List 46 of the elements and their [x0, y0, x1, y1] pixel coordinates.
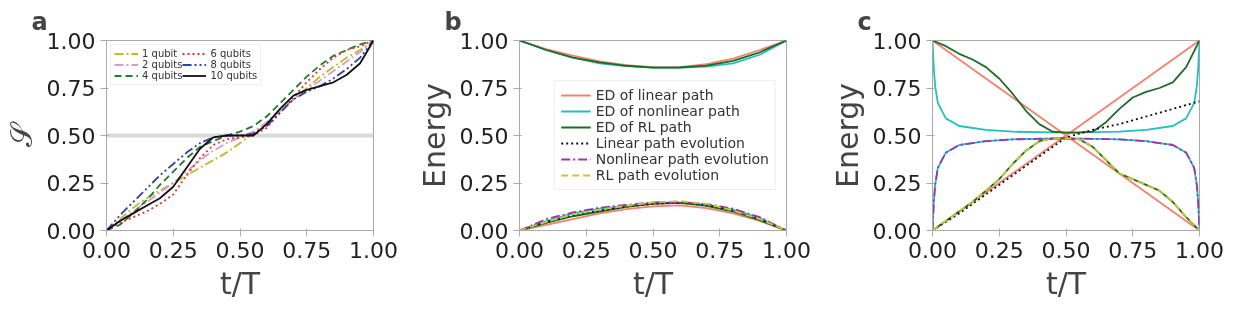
line-series	[932, 40, 1200, 134]
y-tick-label: 0.25	[46, 171, 96, 196]
y-tick-label: 0.50	[872, 123, 922, 149]
legend-label: Nonlinear path evolution	[595, 151, 769, 167]
chart-title: c	[857, 7, 872, 36]
x-tick-label: 0.75	[1108, 237, 1158, 263]
x-tick-label: 0.25	[561, 237, 611, 263]
x-tick-label: 0.50	[628, 237, 678, 263]
y-axis-title: Energy	[829, 82, 865, 189]
x-tick-label: 1.00	[762, 237, 811, 263]
y-tick-label: 0.75	[872, 76, 922, 101]
y-tick-label: 0.75	[459, 76, 509, 101]
y-axis-title: Energy	[416, 82, 452, 189]
y-tick-label: 1.00	[46, 28, 96, 54]
legend-label: 10 qubits	[210, 70, 258, 81]
legend-label: 1 qubit	[142, 48, 178, 59]
y-tick-label: 0.50	[459, 123, 509, 149]
legend-label: RL path evolution	[595, 167, 720, 183]
legend-label: 4 qubits	[142, 70, 183, 81]
legend-label: ED of nonlinear path	[595, 103, 740, 119]
legend-label: ED of linear path	[595, 87, 714, 103]
y-tick-label: 1.00	[872, 28, 922, 54]
legend-label: ED of RL path	[595, 119, 692, 135]
y-tick-label: 0.25	[459, 171, 509, 196]
legend-label: 8 qubits	[210, 59, 251, 70]
chart-title: a	[31, 7, 48, 36]
chart-title: b	[444, 7, 462, 36]
y-tick-label: 0.25	[872, 171, 922, 196]
x-axis-title: t/T	[1045, 265, 1087, 301]
x-tick-label: 0.50	[215, 237, 265, 263]
x-tick-label: 0.50	[1041, 237, 1091, 263]
x-tick-label: 0.25	[974, 237, 1024, 263]
y-tick-label: 0.75	[46, 76, 96, 101]
x-tick-label: 0.25	[148, 237, 198, 263]
legend-label: 2 qubits	[142, 59, 183, 70]
y-axis-title: 𝒮	[3, 121, 39, 147]
x-tick-label: 1.00	[349, 237, 398, 263]
legend-label: Linear path evolution	[595, 135, 745, 151]
y-tick-label: 0.50	[46, 123, 96, 149]
x-tick-label: 1.00	[1175, 237, 1224, 263]
x-axis-title: t/T	[219, 265, 261, 301]
x-tick-label: 0.75	[695, 237, 745, 263]
x-tick-label: 0.75	[282, 237, 332, 263]
x-axis-title: t/T	[632, 265, 674, 301]
legend-label: 6 qubits	[210, 48, 251, 59]
y-tick-label: 1.00	[459, 28, 509, 54]
